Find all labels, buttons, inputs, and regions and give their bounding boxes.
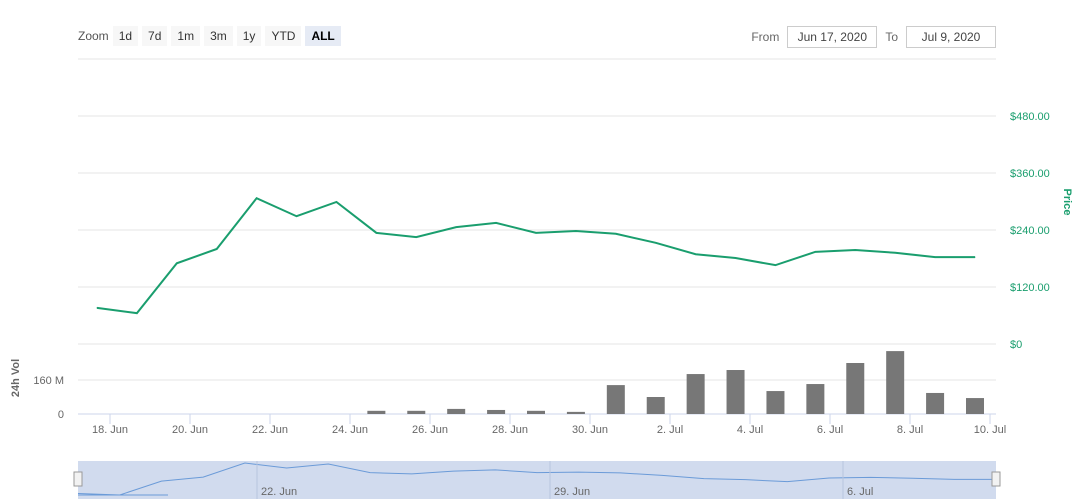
price-tick-label: $240.00 (1010, 225, 1050, 237)
zoom-selector: Zoom 1d 7d 1m 3m 1y YTD ALL (78, 26, 341, 46)
price-point (894, 252, 896, 254)
price-point (455, 226, 457, 228)
x-tick-label: 10. Jul (974, 424, 1006, 436)
x-tick-label: 18. Jun (92, 424, 128, 436)
navigator-tick-label: 29. Jun (554, 486, 590, 498)
x-tick-label: 26. Jun (412, 424, 448, 436)
price-point (216, 248, 218, 250)
price-tick-label: $480.00 (1010, 111, 1050, 123)
volume-bar (926, 392, 945, 414)
volume-bar (766, 391, 785, 414)
volume-bar (686, 374, 705, 414)
x-tick-label: 30. Jun (572, 424, 608, 436)
date-range: From Jun 17, 2020 To Jul 9, 2020 (751, 26, 996, 48)
price-point (495, 222, 497, 224)
price-point (256, 197, 258, 199)
price-point (655, 242, 657, 244)
zoom-7d-button[interactable]: 7d (142, 26, 168, 46)
volume-axis-title: 24h Vol (10, 359, 22, 397)
zoom-1y-button[interactable]: 1y (236, 26, 262, 46)
price-point (974, 256, 976, 258)
x-tick-label: 4. Jul (737, 424, 763, 436)
volume-bar (487, 409, 506, 414)
volume-bar (367, 410, 386, 414)
from-date-input[interactable]: Jun 17, 2020 (787, 26, 878, 48)
price-point (136, 312, 138, 314)
zoom-all-button[interactable]: ALL (305, 26, 341, 46)
price-point (415, 236, 417, 238)
volume-bar (886, 351, 905, 414)
volume-bar (606, 385, 625, 414)
price-point (96, 307, 98, 309)
volume-bar (447, 408, 466, 414)
volume-bar (527, 410, 545, 414)
volume-tick-label: 0 (58, 409, 64, 421)
x-tick-label: 6. Jul (817, 424, 843, 436)
volume-bar (846, 363, 865, 414)
price-point (695, 253, 697, 255)
to-date-input[interactable]: Jul 9, 2020 (906, 26, 996, 48)
price-point (735, 257, 737, 259)
volume-bar (646, 397, 665, 414)
volume-bar (726, 370, 745, 414)
volume-bar (966, 398, 984, 414)
volume-bar (806, 384, 825, 414)
price-point (854, 249, 856, 251)
price-point (774, 264, 776, 266)
price-point (575, 230, 577, 232)
zoom-label: Zoom (78, 29, 109, 43)
price-point (615, 233, 617, 235)
price-point (814, 251, 816, 253)
price-point (934, 256, 936, 258)
zoom-3m-button[interactable]: 3m (204, 26, 233, 46)
to-label: To (885, 30, 898, 44)
navigator-tick-label: 6. Jul (847, 486, 873, 498)
from-label: From (751, 30, 780, 44)
volume-tick-label: 160 M (33, 375, 64, 387)
price-tick-label: $0 (1010, 339, 1022, 351)
x-tick-label: 20. Jun (172, 424, 208, 436)
navigator-left-handle[interactable] (73, 471, 83, 487)
x-tick-label: 22. Jun (252, 424, 288, 436)
navigator-right-handle[interactable] (991, 471, 1001, 487)
price-point (535, 232, 537, 234)
price-tick-label: $120.00 (1010, 282, 1050, 294)
x-tick-label: 24. Jun (332, 424, 368, 436)
zoom-1d-button[interactable]: 1d (112, 26, 139, 46)
price-tick-label: $360.00 (1010, 168, 1050, 180)
price-line (96, 196, 975, 315)
volume-bar (407, 410, 426, 414)
price-point (176, 262, 178, 264)
zoom-1m-button[interactable]: 1m (171, 26, 201, 46)
price-axis-title: Price (1061, 189, 1073, 216)
price-point (335, 201, 337, 203)
price-point (296, 215, 298, 217)
x-tick-label: 2. Jul (657, 424, 683, 436)
navigator-tick-label: 22. Jun (261, 486, 297, 498)
x-tick-label: 8. Jul (897, 424, 923, 436)
x-tick-label: 28. Jun (492, 424, 528, 436)
price-point (375, 232, 377, 234)
volume-bar (566, 411, 585, 414)
zoom-ytd-button[interactable]: YTD (265, 26, 302, 46)
